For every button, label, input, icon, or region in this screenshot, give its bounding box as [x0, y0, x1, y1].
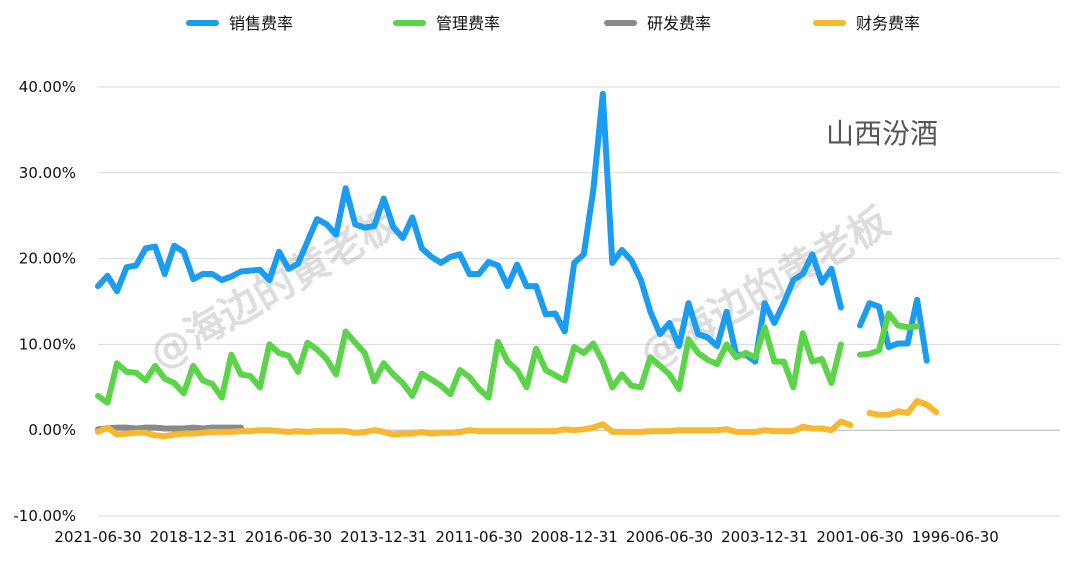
x-tick-label: 2008-12-31 [531, 528, 618, 546]
x-tick-label: 2001-06-30 [816, 528, 903, 546]
legend-label: 研发费率 [647, 14, 711, 33]
x-tick-label: 2013-12-31 [340, 528, 427, 546]
y-tick-label: 30.00% [19, 164, 76, 182]
legend-label: 销售费率 [229, 14, 293, 33]
y-tick-label: 40.00% [19, 78, 76, 96]
x-tick-label: 1996-06-30 [912, 528, 999, 546]
series-segment [95, 324, 844, 406]
x-tick-label: 2016-06-30 [245, 528, 332, 546]
series-line [95, 310, 921, 406]
series-segment [857, 310, 921, 358]
series-segment [866, 398, 940, 418]
y-tick-label: 0.00% [28, 421, 76, 439]
x-tick-label: 2011-06-30 [435, 528, 522, 546]
y-tick-label: -10.00% [13, 507, 76, 525]
x-axis: 2021-06-30 2018-12-31 2016-06-30 2013-12-31… [54, 528, 998, 546]
series-line [95, 90, 930, 365]
series-segment [95, 90, 844, 365]
legend: 销售费率 管理费率 研发费率 财务费率 [186, 14, 920, 33]
series-segment [857, 296, 930, 364]
y-tick-label: 20.00% [19, 250, 76, 268]
x-tick-label: 2021-06-30 [54, 528, 141, 546]
x-tick-label: 2006-06-30 [626, 528, 713, 546]
legend-label: 财务费率 [856, 14, 920, 33]
legend-label: 管理费率 [436, 14, 500, 33]
series-line [95, 424, 244, 433]
watermark-text: @海边的黄老板 [632, 199, 897, 379]
y-tick-label: 10.00% [19, 335, 76, 353]
series-segment [95, 418, 854, 440]
plot-area [95, 90, 940, 440]
x-tick-label: 2003-12-31 [721, 528, 808, 546]
chart-annotation: 山西汾酒 [826, 117, 938, 150]
y-axis: -10.00% 0.00% 10.00% 20.00% 30.00% 40.00% [13, 78, 76, 525]
series-line [95, 398, 940, 440]
watermarks: @海边的黄老板 @海边的黄老板 [142, 199, 897, 379]
series-segment [95, 424, 244, 433]
x-tick-label: 2018-12-31 [150, 528, 237, 546]
